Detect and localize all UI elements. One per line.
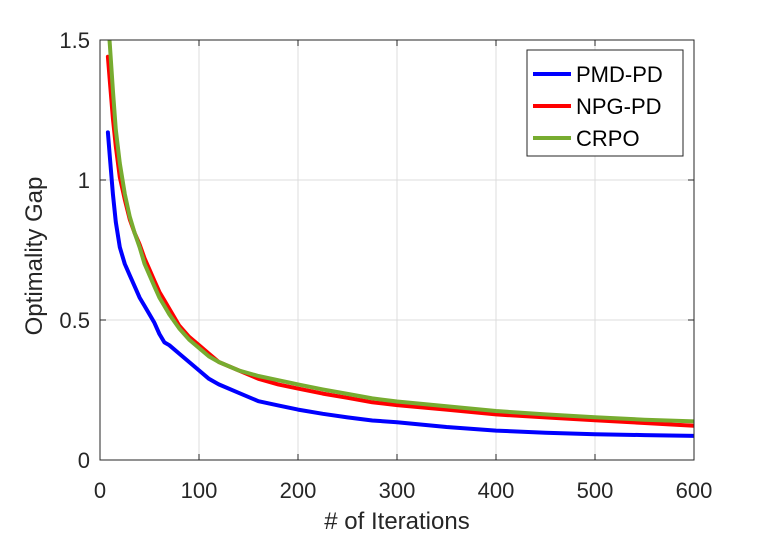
y-tick-label: 0	[78, 448, 90, 473]
y-axis-label: Optimality Gap	[21, 177, 48, 336]
tick-layer: 0 100 200 300 400 500 600 0 0.5 1 1.5	[59, 28, 712, 503]
legend: PMD-PD NPG-PD CRPO	[526, 49, 684, 157]
x-tick-label: 100	[181, 478, 218, 503]
x-tick-label: 600	[676, 478, 713, 503]
y-tick-label: 1.5	[59, 28, 90, 53]
x-tick-label: 300	[379, 478, 416, 503]
y-tick-label: 0.5	[59, 308, 90, 333]
x-axis-label: # of Iterations	[324, 508, 469, 535]
series-line-pmd-pd	[105, 130, 694, 438]
y-tick-label: 1	[78, 168, 90, 193]
legend-label: NPG-PD	[576, 94, 662, 119]
x-tick-label: 500	[577, 478, 614, 503]
x-tick-label: 200	[280, 478, 317, 503]
series-layer	[105, 40, 694, 438]
legend-label: CRPO	[576, 126, 640, 151]
legend-label: PMD-PD	[576, 62, 663, 87]
x-tick-label: 0	[94, 478, 106, 503]
series-line-crpo	[107, 40, 694, 424]
x-tick-label: 400	[478, 478, 515, 503]
